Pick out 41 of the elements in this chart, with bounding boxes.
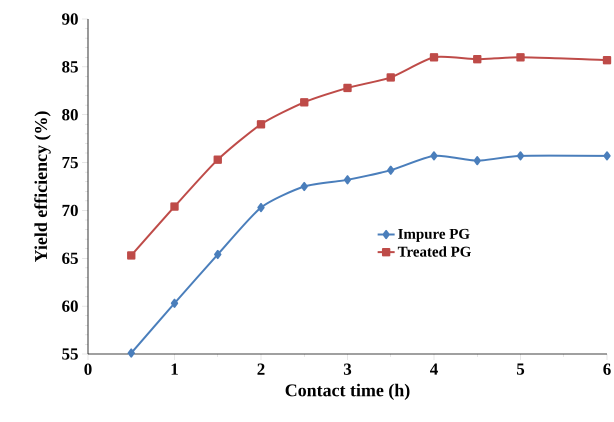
- point: [603, 151, 611, 160]
- point: [257, 202, 265, 212]
- y-tick-label: 90: [62, 13, 78, 25]
- point: [474, 156, 481, 166]
- point: [256, 120, 266, 128]
- y-tick-label: 60: [62, 300, 78, 312]
- point: [602, 56, 612, 64]
- point: [214, 156, 222, 164]
- y-tick-label: 70: [62, 204, 78, 216]
- point: [430, 53, 438, 62]
- x-tick-label: 2: [257, 363, 264, 375]
- y-axis-title: Yield efficiency (%): [34, 111, 51, 262]
- x-tick-label: 0: [84, 363, 92, 375]
- point: [387, 166, 394, 175]
- y-tick-label: 80: [62, 108, 78, 120]
- legend-label: Treated PG: [398, 246, 471, 257]
- x-tick-label: 1: [172, 363, 178, 375]
- point: [473, 55, 482, 64]
- x-tick-label: 5: [516, 363, 524, 375]
- x-tick-label: 6: [603, 363, 611, 375]
- y-tick-label: 55: [62, 348, 78, 360]
- point: [170, 202, 179, 211]
- legend-label: Impure PG: [398, 228, 470, 242]
- point: [300, 98, 308, 106]
- x-tick-label: 3: [344, 363, 352, 375]
- x-axis-title: Contact time (h): [286, 384, 410, 400]
- point: [430, 151, 438, 160]
- point: [516, 151, 524, 160]
- point: [344, 175, 352, 184]
- point: [128, 348, 135, 358]
- point: [300, 182, 308, 192]
- point: [516, 53, 525, 62]
- y-tick-label: 65: [62, 252, 78, 264]
- point: [214, 250, 222, 260]
- y-tick-label: 75: [62, 156, 78, 168]
- x-tick-label: 4: [430, 364, 438, 375]
- point: [386, 73, 395, 82]
- point: [170, 298, 178, 308]
- y-tick-label: 85: [62, 61, 78, 73]
- point: [343, 84, 352, 92]
- point: [127, 251, 136, 260]
